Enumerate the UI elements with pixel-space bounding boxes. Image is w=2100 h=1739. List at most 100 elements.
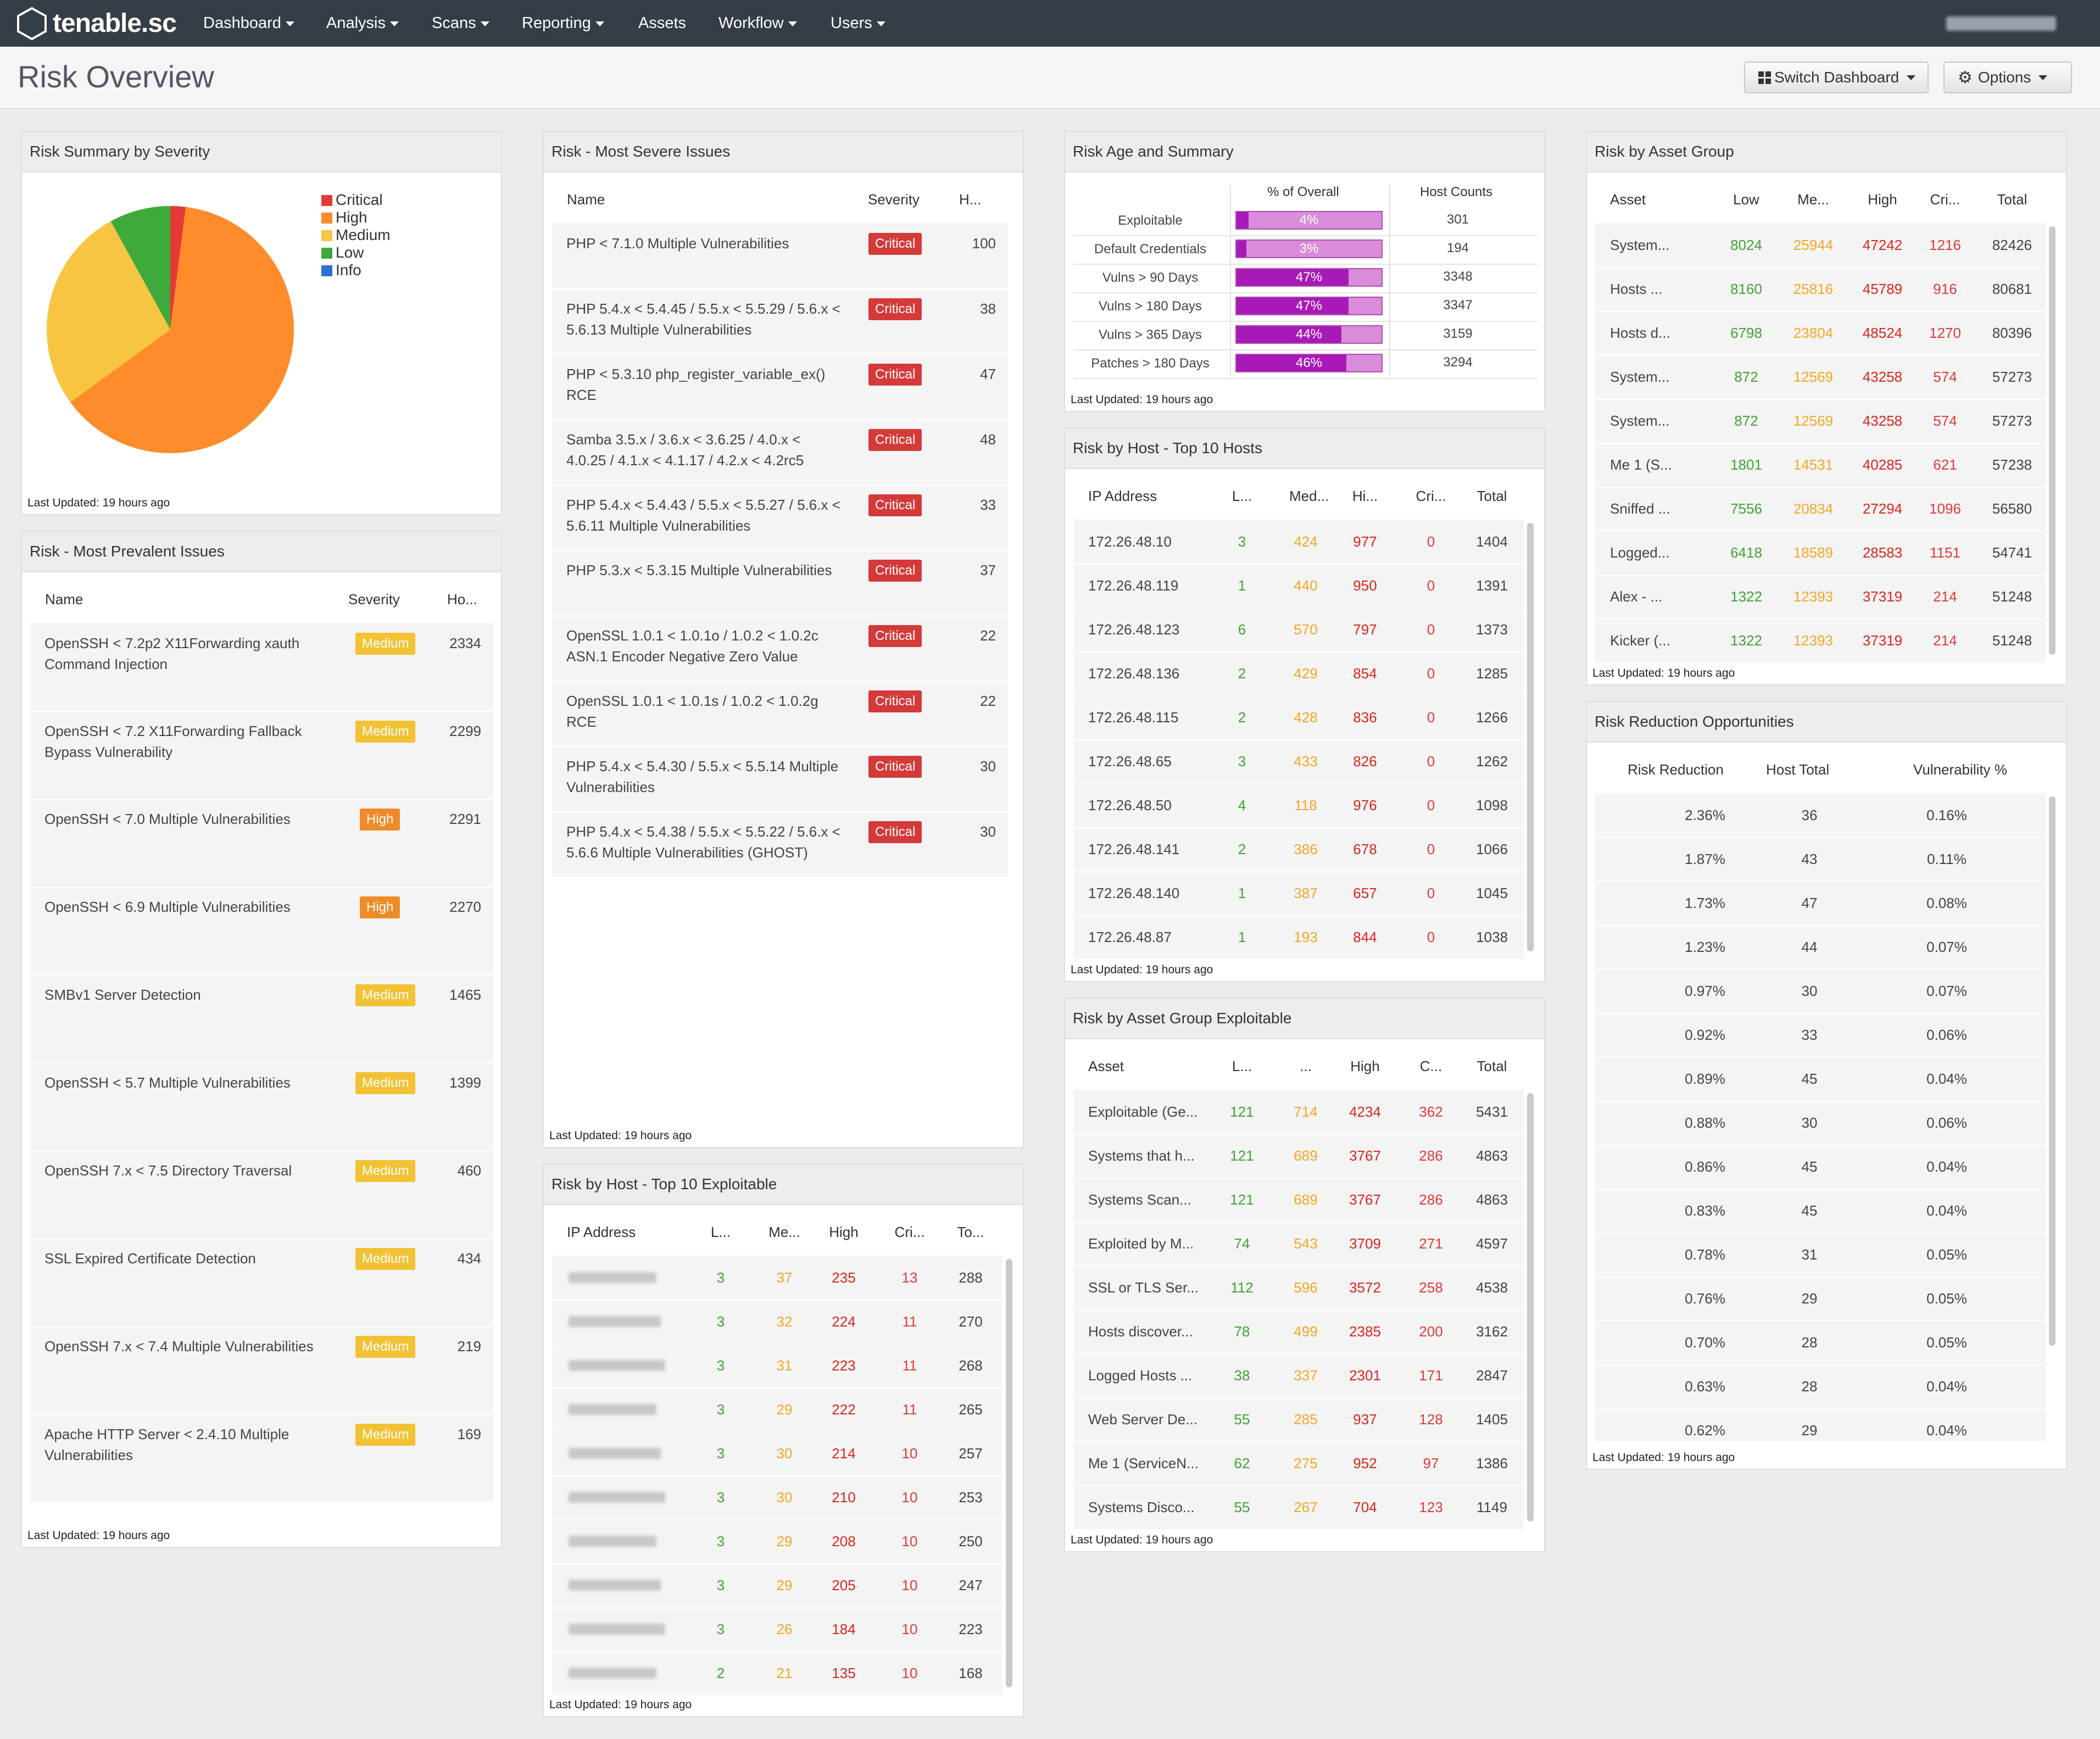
column-header[interactable]: Cri...	[1416, 488, 1446, 504]
table-row[interactable]: 3 26 184 10 223	[552, 1607, 1002, 1652]
table-row[interactable]: 3 37 235 13 288	[552, 1256, 1002, 1301]
column-header[interactable]: L...	[1232, 488, 1252, 504]
table-row[interactable]: 172.26.48.119 1 440 950 0 1391	[1073, 564, 1524, 609]
age-row[interactable]: Vulns > 365 Days 44% 3159	[1073, 321, 1538, 350]
column-header-vulnerability-pct[interactable]: Vulnerability %	[1913, 761, 2008, 778]
table-row[interactable]: 3 30 214 10 257	[552, 1431, 1002, 1476]
column-header[interactable]: Me...	[768, 1224, 800, 1240]
table-row[interactable]: Apache HTTP Server < 2.4.10 Multiple Vul…	[30, 1414, 493, 1503]
table-row[interactable]: Systems Disco... 55 267 704 123 1149	[1073, 1485, 1524, 1530]
table-row[interactable]: OpenSSH < 7.0 Multiple Vulnerabilities Hi…	[30, 799, 493, 888]
table-row[interactable]: Exploitable (Ge... 121 714 4234 362 5431	[1073, 1090, 1524, 1135]
options-button[interactable]: ⚙ Options	[1943, 62, 2072, 93]
column-header[interactable]: Total	[1997, 191, 2027, 208]
table-row[interactable]: 3 32 224 11 270	[552, 1300, 1002, 1345]
brand-logo[interactable]: tenable.sc	[16, 5, 177, 41]
table-row[interactable]: 172.26.48.140 1 387 657 0 1045	[1073, 871, 1524, 916]
column-header[interactable]: IP Address	[1088, 488, 1157, 504]
age-row[interactable]: Vulns > 180 Days 47% 3347	[1073, 292, 1538, 322]
table-row[interactable]: 2.36% 36 0.16%	[1595, 793, 2046, 838]
table-row[interactable]: 172.26.48.123 6 570 797 0 1373	[1073, 607, 1524, 653]
table-row[interactable]: PHP 5.4.x < 5.4.43 / 5.5.x < 5.5.27 / 5.…	[552, 484, 1008, 551]
pie-slice-critical[interactable]	[170, 206, 186, 330]
age-row[interactable]: Vulns > 90 Days 47% 3348	[1073, 264, 1538, 293]
column-header[interactable]: Low	[1733, 191, 1759, 208]
nav-dashboard[interactable]: Dashboard	[203, 0, 294, 47]
table-row[interactable]: 2 21 135 10 168	[552, 1651, 1002, 1696]
table-row[interactable]: PHP 5.3.x < 5.3.15 Multiple Vulnerabilit…	[552, 550, 1008, 616]
table-row[interactable]: Me 1 (ServiceN... 62 275 952 97 1386	[1073, 1441, 1524, 1486]
table-row[interactable]: 1.87% 43 0.11%	[1595, 837, 2046, 882]
column-header[interactable]: Cri...	[894, 1224, 925, 1240]
table-row[interactable]: OpenSSH 7.x < 7.5 Directory Traversal Med…	[30, 1150, 493, 1239]
table-row[interactable]: Me 1 (S... 1801 14531 40285 621 57238	[1595, 443, 2046, 488]
table-row[interactable]: Sniffed ... 7556 20834 27294 1096 56580	[1595, 487, 2046, 532]
column-header[interactable]: L...	[1232, 1058, 1252, 1074]
legend-info[interactable]: Info	[321, 261, 361, 279]
table-row[interactable]: 0.86% 45 0.04%	[1595, 1145, 2046, 1190]
legend-low[interactable]: Low	[321, 244, 364, 261]
column-header[interactable]: Asset	[1610, 191, 1646, 208]
table-row[interactable]: Web Server De... 55 285 937 128 1405	[1073, 1397, 1524, 1442]
table-row[interactable]: SSL Expired Certificate Detection Medium 4…	[30, 1238, 493, 1327]
column-header[interactable]: High	[829, 1224, 859, 1240]
column-header[interactable]: Asset	[1088, 1058, 1124, 1074]
table-row[interactable]: 1.23% 44 0.07%	[1595, 925, 2046, 970]
legend-high[interactable]: High	[321, 209, 367, 226]
scrollbar[interactable]	[2049, 796, 2056, 1346]
column-header-name[interactable]: Name	[567, 191, 605, 208]
nav-scans[interactable]: Scans	[432, 0, 489, 47]
column-header[interactable]: ...	[1300, 1058, 1312, 1074]
column-header[interactable]: Med...	[1289, 488, 1329, 504]
nav-analysis[interactable]: Analysis	[326, 0, 399, 47]
table-row[interactable]: 0.70% 28 0.05%	[1595, 1320, 2046, 1365]
scrollbar[interactable]	[2049, 226, 2056, 655]
table-row[interactable]: 172.26.48.10 3 424 977 0 1404	[1073, 520, 1524, 565]
table-row[interactable]: Hosts d... 6798 23804 48524 1270 80396	[1595, 311, 2046, 356]
table-row[interactable]: OpenSSH < 7.2 X11Forwarding Fallback Byp…	[30, 711, 493, 800]
table-row[interactable]: Logged Hosts ... 38 337 2301 171 2847	[1073, 1353, 1524, 1398]
table-row[interactable]: PHP < 5.3.10 php_register_variable_ex() …	[552, 354, 1008, 420]
column-header[interactable]: Me...	[1797, 191, 1829, 208]
table-row[interactable]: OpenSSH < 7.2p2 X11Forwarding xauth Comm…	[30, 623, 493, 712]
scrollbar[interactable]	[1527, 1093, 1534, 1521]
table-row[interactable]: 0.83% 45 0.04%	[1595, 1189, 2046, 1234]
table-row[interactable]: 172.26.48.87 1 193 844 0 1038	[1073, 915, 1524, 960]
pie-slice-medium[interactable]	[47, 221, 170, 403]
pie-slice-high[interactable]	[70, 207, 294, 453]
table-row[interactable]: OpenSSH < 5.7 Multiple Vulnerabilities Me…	[30, 1062, 493, 1151]
table-row[interactable]: Systems that h... 121 689 3767 286 4863	[1073, 1134, 1524, 1179]
table-row[interactable]: 0.63% 28 0.04%	[1595, 1364, 2046, 1409]
table-row[interactable]: 172.26.48.50 4 118 976 0 1098	[1073, 783, 1524, 828]
table-row[interactable]: 3 29 205 10 247	[552, 1563, 1002, 1608]
table-row[interactable]: 0.78% 31 0.05%	[1595, 1233, 2046, 1278]
table-row[interactable]: Samba 3.5.x / 3.6.x < 3.6.25 / 4.0.x < 4…	[552, 419, 1008, 486]
table-row[interactable]: System... 872 12569 43258 574 57273	[1595, 399, 2046, 444]
column-header[interactable]: To...	[957, 1224, 984, 1240]
table-row[interactable]: OpenSSH < 6.9 Multiple Vulnerabilities Hi…	[30, 887, 493, 976]
column-header[interactable]: L...	[710, 1224, 731, 1240]
nav-assets[interactable]: Assets	[638, 0, 686, 47]
switch-dashboard-button[interactable]: Switch Dashboard	[1744, 62, 1929, 93]
column-header[interactable]: IP Address	[567, 1224, 636, 1240]
table-row[interactable]: SMBv1 Server Detection Medium 1465	[30, 974, 493, 1063]
table-row[interactable]: PHP 5.4.x < 5.4.38 / 5.5.x < 5.5.22 / 5.…	[552, 811, 1008, 878]
table-row[interactable]: Systems Scan... 121 689 3767 286 4863	[1073, 1178, 1524, 1223]
pie-slice-low[interactable]	[110, 206, 170, 330]
table-row[interactable]: OpenSSL 1.0.1 < 1.0.1s / 1.0.2 < 1.0.2g …	[552, 681, 1008, 747]
table-row[interactable]: Hosts discover... 78 499 2385 200 3162	[1073, 1309, 1524, 1355]
table-row[interactable]: 0.88% 30 0.06%	[1595, 1101, 2046, 1146]
table-row[interactable]: System... 8024 25944 47242 1216 82426	[1595, 223, 2046, 268]
table-row[interactable]: System... 872 12569 43258 574 57273	[1595, 355, 2046, 400]
legend-medium[interactable]: Medium	[321, 226, 391, 244]
column-header[interactable]: Total	[1477, 1058, 1507, 1074]
column-header[interactable]: C...	[1419, 1058, 1442, 1074]
column-header[interactable]: Hi...	[1352, 488, 1378, 504]
table-row[interactable]: 0.62% 29 0.04%	[1595, 1408, 2046, 1453]
column-header[interactable]: Cri...	[1930, 191, 1960, 208]
table-row[interactable]: Logged... 6418 18589 28583 1151 54741	[1595, 531, 2046, 576]
table-row[interactable]: 0.89% 45 0.04%	[1595, 1057, 2046, 1102]
table-row[interactable]: SSL or TLS Ser... 112 596 3572 258 4538	[1073, 1266, 1524, 1311]
table-row[interactable]: OpenSSL 1.0.1 < 1.0.1o / 1.0.2 < 1.0.2c …	[552, 615, 1008, 682]
table-row[interactable]: 0.97% 30 0.07%	[1595, 969, 2046, 1014]
